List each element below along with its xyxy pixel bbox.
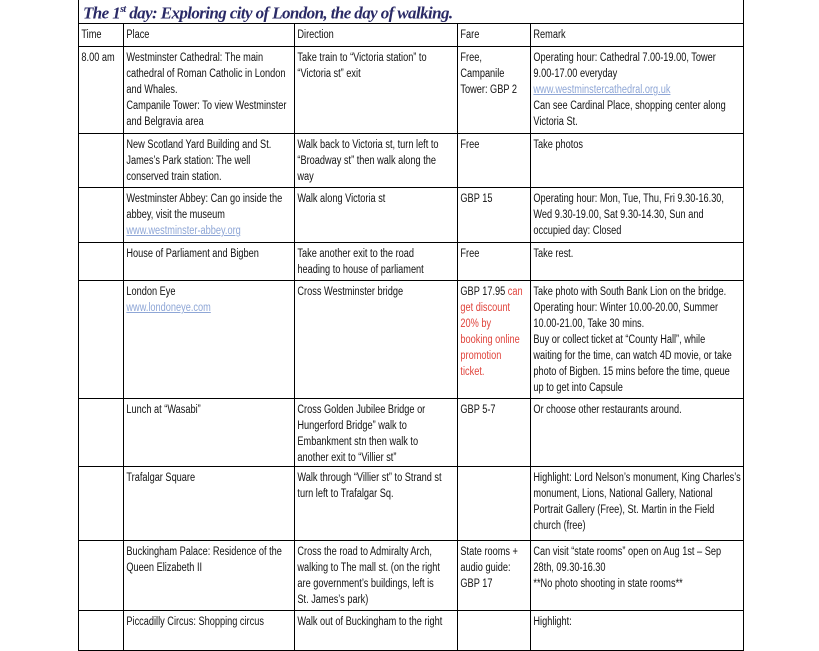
table-row: Piccadilly Circus: Shopping circus Walk o… <box>78 610 745 651</box>
place-text: House of Parliament and Bigben <box>126 248 259 260</box>
place-cell: Lunch at “Wasabi” <box>125 400 294 419</box>
time-cell <box>80 400 123 403</box>
fare-text: State rooms + audio guide: GBP 17 <box>460 546 518 590</box>
place-cell: Piccadilly Circus: Shopping circus <box>125 612 294 631</box>
document-title: The 1st day: Exploring city of London, t… <box>83 3 453 23</box>
place-link[interactable]: www.londoneye.com <box>126 302 211 314</box>
fare-text: GBP 15 <box>460 193 493 205</box>
fare-text: GBP 5-7 <box>460 404 496 416</box>
place-text: Westminster Cathedral: The main cathedra… <box>126 52 287 128</box>
place-link[interactable]: www.westminster-abbey.org <box>126 225 241 237</box>
title-cell: The 1st day: Exploring city of London, t… <box>77 0 745 24</box>
place-text: Westminster Abbey: Can go inside the abb… <box>126 193 283 221</box>
header-row: Time Place Direction Fare Remark <box>78 23 745 47</box>
table-row: London Eye www.londoneye.com Cross Westmi… <box>78 280 745 399</box>
remark-text: Take photos <box>533 139 584 151</box>
place-cell: Trafalgar Square <box>125 468 294 487</box>
remark-cell: Operating hour: Cathedral 7.00-19.00, To… <box>532 48 743 131</box>
direction-cell: Cross Golden Jubilee Bridge or Hungerfor… <box>297 404 426 464</box>
fare-cell: Free, Campanile Tower: GBP 2 <box>459 48 530 99</box>
remark-cell: Highlight: <box>532 612 743 631</box>
direction-cell: Cross the road to Admiralty Arch, walkin… <box>297 546 440 606</box>
fare-text: Free <box>460 139 480 151</box>
remark-cell: Can visit “state rooms” open on Aug 1st … <box>532 542 743 593</box>
table-row: New Scotland Yard Building and St. James… <box>78 133 745 188</box>
remark-text: Highlight: <box>533 616 572 628</box>
header-fare: Fare <box>460 29 480 41</box>
place-text: New Scotland Yard Building and St. James… <box>126 139 272 183</box>
time-cell <box>80 282 123 285</box>
direction-cell: Cross Westminster bridge <box>297 286 404 298</box>
header-remark: Remark <box>533 29 566 41</box>
time-cell <box>80 542 123 545</box>
time-cell <box>80 135 123 138</box>
remark-cell: Take photo with South Bank Lion on the b… <box>532 282 743 397</box>
place-cell: House of Parliament and Bigben <box>125 244 294 263</box>
direction-cell: Walk through “Villier st” to Strand st t… <box>297 472 442 500</box>
remark-text: Operating hour: Cathedral 7.00-19.00, To… <box>533 52 716 80</box>
fare-text: Free, Campanile Tower: GBP 2 <box>460 52 517 96</box>
time-cell: 8.00 am <box>81 52 115 64</box>
place-cell: Westminster Abbey: Can go inside the abb… <box>125 189 294 240</box>
remark-cell: Highlight: Lord Nelson’s monument, King … <box>532 468 743 535</box>
direction-cell: Take train to “Victoria station” to “Vic… <box>297 52 427 80</box>
place-text: Piccadilly Circus: Shopping circus <box>126 616 264 628</box>
table-row: House of Parliament and Bigben Take anoth… <box>78 242 745 281</box>
remark-text: Operating hour: Mon, Tue, Thu, Fri 9.30-… <box>533 193 724 237</box>
direction-cell: Walk back to Victoria st, turn left to “… <box>297 139 439 183</box>
place-cell: Buckingham Palace: Residence of the Quee… <box>125 542 294 577</box>
fare-cell: GBP 15 <box>459 189 530 208</box>
table-row: Lunch at “Wasabi” Cross Golden Jubilee Br… <box>78 398 745 467</box>
fare-discount-note: can get discount 20% by booking online p… <box>460 286 523 378</box>
time-cell <box>80 612 123 615</box>
remark-text: Can visit “state rooms” open on Aug 1st … <box>533 546 722 590</box>
table-row: Buckingham Palace: Residence of the Quee… <box>78 540 745 611</box>
remark-text-extra: Can see Cardinal Place, shopping center … <box>533 100 726 128</box>
direction-cell: Take another exit to the road heading to… <box>297 248 424 276</box>
header-time: Time <box>81 29 102 41</box>
table-row: Trafalgar Square Walk through “Villier st… <box>78 466 745 541</box>
time-cell <box>80 189 123 192</box>
time-cell <box>80 468 123 471</box>
direction-cell: Walk along Victoria st <box>297 193 386 205</box>
fare-text: GBP 17.95 <box>460 286 506 298</box>
fare-cell: Free <box>459 244 530 263</box>
remark-link[interactable]: www.westminstercathedral.org.uk <box>533 84 671 96</box>
fare-cell: GBP 17.95 can get discount 20% by bookin… <box>459 282 530 381</box>
remark-cell: Or choose other restaurants around. <box>532 400 743 419</box>
place-cell: Westminster Cathedral: The main cathedra… <box>125 48 294 131</box>
remark-text: Take photo with South Bank Lion on the b… <box>533 286 732 394</box>
remark-text: Or choose other restaurants around. <box>533 404 682 416</box>
fare-cell <box>459 468 530 471</box>
place-cell: London Eye www.londoneye.com <box>125 282 294 317</box>
fare-cell <box>459 612 530 615</box>
remark-cell: Take rest. <box>532 244 743 263</box>
place-text: London Eye <box>126 286 176 298</box>
table-row: Westminster Abbey: Can go inside the abb… <box>78 187 745 243</box>
fare-cell: GBP 5-7 <box>459 400 530 419</box>
place-cell: New Scotland Yard Building and St. James… <box>125 135 294 186</box>
fare-cell: Free <box>459 135 530 154</box>
remark-cell: Operating hour: Mon, Tue, Thu, Fri 9.30-… <box>532 189 743 240</box>
fare-text: Free <box>460 248 480 260</box>
header-direction: Direction <box>297 29 334 41</box>
table-row: 8.00 am Westminster Cathedral: The main c… <box>78 46 745 134</box>
direction-cell: Walk out of Buckingham to the right <box>297 616 443 628</box>
place-text: Buckingham Palace: Residence of the Quee… <box>126 546 282 574</box>
remark-text: Take rest. <box>533 248 574 260</box>
remark-text: Highlight: Lord Nelson’s monument, King … <box>533 472 741 532</box>
header-place: Place <box>126 29 150 41</box>
place-text: Lunch at “Wasabi” <box>126 404 201 416</box>
place-text: Trafalgar Square <box>126 472 196 484</box>
itinerary-table: The 1st day: Exploring city of London, t… <box>77 0 745 651</box>
fare-cell: State rooms + audio guide: GBP 17 <box>459 542 530 593</box>
remark-cell: Take photos <box>532 135 743 154</box>
time-cell <box>80 244 123 247</box>
